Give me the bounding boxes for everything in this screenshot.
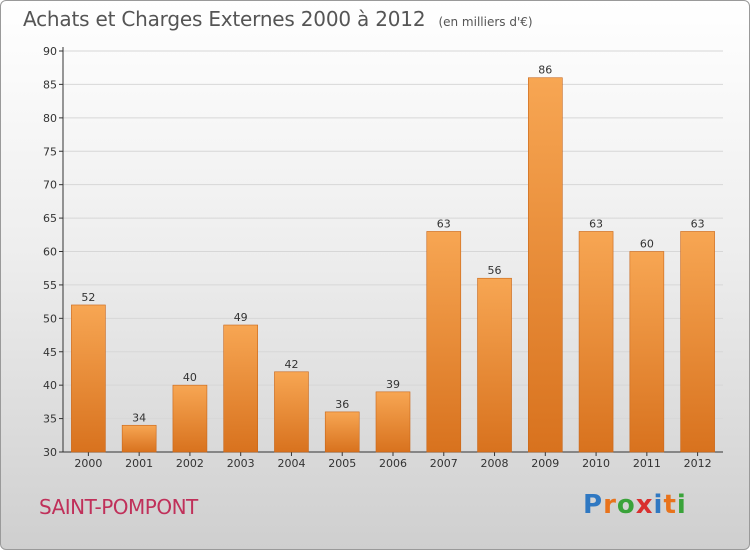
x-tick-label-2003: 2003 xyxy=(227,457,255,470)
bar-2003 xyxy=(223,324,258,453)
value-label-2002: 40 xyxy=(183,371,197,384)
logo-letter: i xyxy=(676,490,687,520)
y-tick-label: 60 xyxy=(43,246,57,259)
bar-2012 xyxy=(680,231,715,453)
value-label-2007: 63 xyxy=(437,217,451,230)
y-tick-label: 90 xyxy=(43,45,57,58)
bar-2000 xyxy=(71,304,106,453)
title-row: Achats et Charges Externes 2000 à 2012 (… xyxy=(23,7,533,31)
y-tick-label: 55 xyxy=(43,279,57,292)
bar-2010 xyxy=(578,231,614,453)
bar-2006 xyxy=(375,391,411,453)
y-tick-label: 80 xyxy=(43,112,57,125)
value-label-2004: 42 xyxy=(284,358,298,371)
logo-letter: x xyxy=(635,490,654,520)
value-label-2010: 63 xyxy=(589,217,603,230)
y-tick-label: 70 xyxy=(43,179,57,192)
x-tick-label-2002: 2002 xyxy=(176,457,204,470)
bar-2009 xyxy=(528,77,563,453)
value-label-2001: 34 xyxy=(132,411,146,424)
y-tick-label: 65 xyxy=(43,212,57,225)
y-tick-label: 40 xyxy=(43,379,57,392)
y-tick-label: 45 xyxy=(43,346,57,359)
logo-letter: P xyxy=(583,490,604,520)
value-label-2008: 56 xyxy=(488,264,502,277)
bar-2007 xyxy=(426,231,462,453)
value-label-2011: 60 xyxy=(640,238,654,251)
x-tick-label-2000: 2000 xyxy=(74,457,102,470)
logo-letter: i xyxy=(653,490,664,520)
bars xyxy=(71,77,715,453)
x-tick-label-2011: 2011 xyxy=(633,457,661,470)
y-tick-label: 35 xyxy=(43,413,57,426)
x-tick-label-2009: 2009 xyxy=(531,457,559,470)
x-tick-label-2010: 2010 xyxy=(582,457,610,470)
logo-letter: o xyxy=(616,490,636,520)
x-tick-label-2012: 2012 xyxy=(684,457,712,470)
x-tick-label-2001: 2001 xyxy=(125,457,153,470)
bar-2008 xyxy=(477,277,512,453)
value-label-2005: 36 xyxy=(335,398,349,411)
x-tick-label-2005: 2005 xyxy=(328,457,356,470)
grid-lines xyxy=(63,50,723,420)
x-tick-label-2004: 2004 xyxy=(277,457,305,470)
logo-letter: t xyxy=(663,490,677,520)
x-tick-label-2006: 2006 xyxy=(379,457,407,470)
chart-title: Achats et Charges Externes 2000 à 2012 xyxy=(23,7,426,31)
bar-2001 xyxy=(121,424,157,453)
bar-2004 xyxy=(274,371,309,453)
bar-2011 xyxy=(629,251,665,453)
value-label-2003: 49 xyxy=(234,311,248,324)
bar-2005 xyxy=(324,411,360,453)
logo-letter: r xyxy=(603,490,617,520)
y-tick-label: 75 xyxy=(43,145,57,158)
y-tick-label: 30 xyxy=(43,446,57,459)
town-name: SAINT-POMPONT xyxy=(39,495,198,519)
value-label-2000: 52 xyxy=(81,291,95,304)
value-label-2009: 86 xyxy=(538,64,552,77)
labels: 30 35 40 45 50 55 60 65 70 75 80 85 90 52 2000 34 2001 40… xyxy=(43,45,712,470)
x-tick-label-2007: 2007 xyxy=(430,457,458,470)
y-tick-label: 50 xyxy=(43,312,57,325)
value-label-2012: 63 xyxy=(691,217,705,230)
y-tick-label: 85 xyxy=(43,78,57,91)
proxiti-logo: Proxiti xyxy=(583,490,687,520)
value-label-2006: 39 xyxy=(386,378,400,391)
x-tick-label-2008: 2008 xyxy=(481,457,509,470)
bar-2002 xyxy=(172,384,208,453)
chart-unit-note: (en milliers d'€) xyxy=(438,15,533,29)
